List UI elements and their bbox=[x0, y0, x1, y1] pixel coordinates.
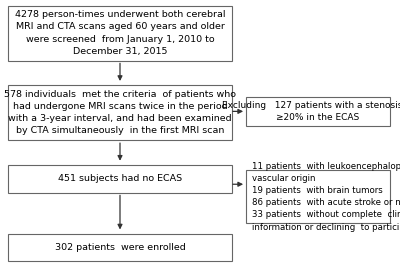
Text: 451 subjects had no ECAS: 451 subjects had no ECAS bbox=[58, 174, 182, 183]
FancyBboxPatch shape bbox=[246, 170, 390, 223]
Text: Excluding   127 patients with a stenosis of
≥20% in the ECAS: Excluding 127 patients with a stenosis o… bbox=[222, 101, 400, 122]
Text: 302 patients  were enrolled: 302 patients were enrolled bbox=[55, 243, 185, 252]
FancyBboxPatch shape bbox=[8, 165, 232, 192]
FancyBboxPatch shape bbox=[8, 6, 232, 60]
FancyBboxPatch shape bbox=[8, 234, 232, 261]
FancyBboxPatch shape bbox=[246, 97, 390, 126]
Text: 11 patients  with leukoencephalopathy  of non-
vascular origin
19 patients  with: 11 patients with leukoencephalopathy of … bbox=[252, 162, 400, 232]
Text: 4278 person-times underwent both cerebral
MRI and CTA scans aged 60 years and ol: 4278 person-times underwent both cerebra… bbox=[15, 10, 225, 56]
FancyBboxPatch shape bbox=[8, 85, 232, 140]
Text: 578 individuals  met the criteria  of patients who
had undergone MRI scans twice: 578 individuals met the criteria of pati… bbox=[4, 90, 236, 136]
